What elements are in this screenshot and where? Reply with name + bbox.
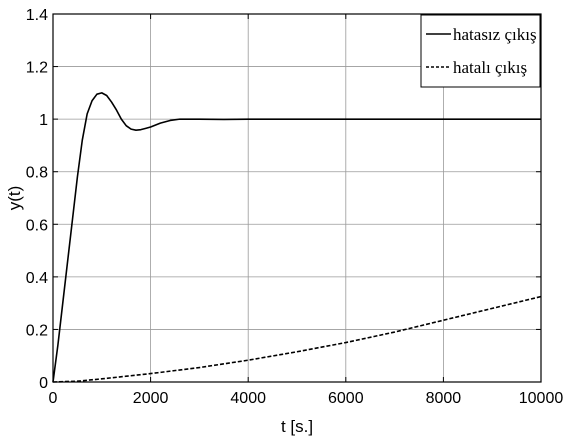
x-tick-label: 2000 [133, 390, 169, 407]
legend-label-hatali: hatalı çıkış [453, 58, 527, 77]
y-tick-label: 0.2 [26, 322, 48, 339]
x-axis-label: t [s.] [281, 417, 313, 436]
y-tick-labels: 0 0.2 0.4 0.6 0.8 1 1.2 1.4 [26, 7, 48, 392]
y-tick-label: 1.4 [26, 7, 48, 24]
x-tick-label: 8000 [426, 390, 462, 407]
x-tick-label: 10000 [519, 390, 564, 407]
plot-frame [52, 13, 542, 383]
legend-label-hatasiz: hatasız çıkış [453, 25, 537, 44]
x-tick-label: 6000 [328, 390, 364, 407]
x-tick-labels: 0 2000 4000 6000 8000 10000 [49, 390, 564, 407]
y-axis-label: y(t) [5, 186, 24, 211]
y-tick-label: 1 [39, 112, 48, 129]
series-line-hatasiz [52, 92, 541, 383]
y-tick-label: 0.4 [26, 270, 48, 287]
y-tick-label: 0.8 [26, 165, 48, 182]
series-group [52, 92, 542, 383]
series-line-hatali [52, 295, 542, 383]
legend: hatasız çıkış hatalı çıkış [420, 14, 541, 88]
legend-box [420, 14, 541, 88]
y-tick-label: 1.2 [26, 60, 48, 77]
y-tick-label: 0.6 [26, 217, 48, 234]
y-tick-label: 0 [39, 375, 48, 392]
x-tick-label: 4000 [230, 390, 266, 407]
x-tick-label: 0 [49, 390, 58, 407]
